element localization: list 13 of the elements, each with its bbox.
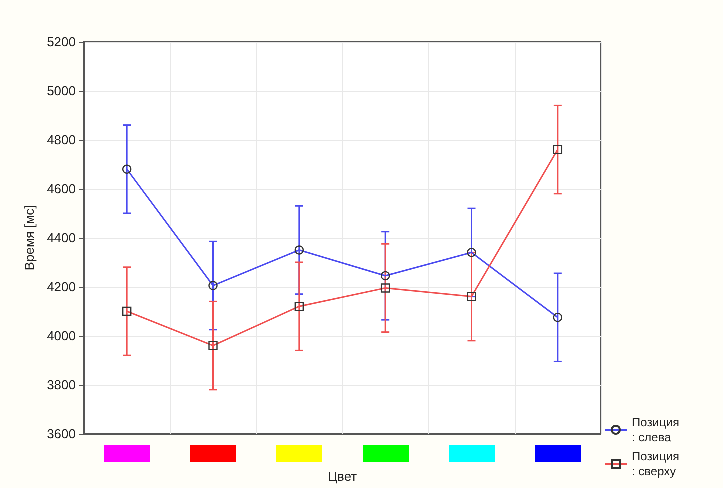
y-tick-label: 5000 xyxy=(47,84,76,98)
y-axis-title: Время [мс] xyxy=(22,205,37,271)
legend-label: Позиция: слева xyxy=(632,416,680,444)
y-tick-label: 4800 xyxy=(47,132,76,148)
y-tick-label: 4400 xyxy=(47,230,76,246)
y-tick-label: 5200 xyxy=(47,34,76,50)
legend-label: Позиция: сверху xyxy=(632,450,680,478)
y-tick-label: 4600 xyxy=(47,182,76,196)
y-tick-label: 3600 xyxy=(47,426,76,442)
y-tick-label: 4000 xyxy=(47,328,76,344)
y-tick-label: 3800 xyxy=(47,378,76,392)
y-tick-label: 4200 xyxy=(47,280,76,294)
x-axis-title: Цвет xyxy=(328,469,358,484)
